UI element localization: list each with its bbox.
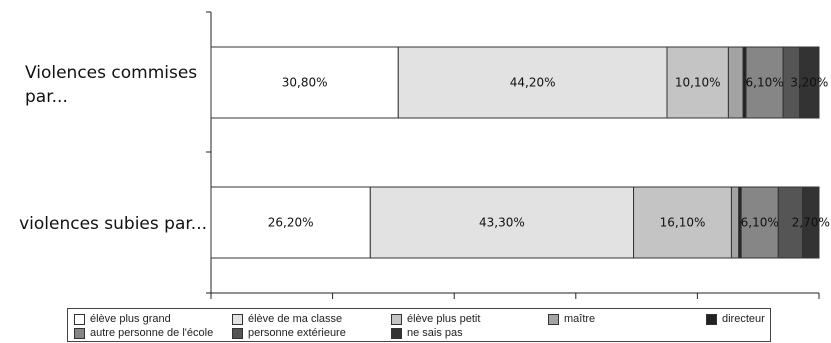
legend-label: maître [564, 313, 596, 326]
chart-bars: 30,80% 44,20% 10,10% 6,10% 3,20% 26,20% 43,30%… [210, 46, 830, 259]
legend-item: ne sais pas [391, 326, 463, 340]
chart-legend: élève plus grand élève de ma classe élèv… [67, 308, 771, 342]
category-label: Violences commises [25, 63, 197, 83]
bar-segment [727, 46, 744, 119]
legend-swatch [548, 313, 559, 325]
category-label: par... [25, 87, 68, 107]
legend-item: personne extérieure [232, 326, 346, 340]
category-label: violences subies par... [19, 214, 207, 234]
legend-swatch [391, 313, 402, 325]
category-labels: Violences commises par... violences subies… [19, 63, 207, 234]
bar-segment [397, 46, 668, 119]
legend-label: ne sais pas [407, 327, 463, 340]
legend-item: élève plus petit [391, 312, 480, 326]
legend-label: élève plus petit [407, 313, 481, 326]
legend-label: élève de ma classe [248, 313, 343, 326]
legend-item: maître [548, 312, 595, 326]
bar-value-label: 6,10% [746, 76, 784, 90]
bar-value-label: 10,10% [675, 76, 721, 90]
bar-segment [777, 186, 804, 259]
legend-swatch [232, 313, 243, 325]
bar-value-label: 26,20% [268, 216, 314, 230]
bar-value-label: 30,80% [282, 76, 328, 90]
bar-segment [210, 46, 399, 119]
legend-swatch [74, 313, 85, 325]
bar-segment [799, 46, 820, 119]
legend-item: élève de ma classe [232, 312, 342, 326]
bar-segment [210, 186, 371, 259]
legend-label: directeur [722, 313, 765, 326]
legend-label: autre personne de l'école [90, 327, 214, 340]
legend-swatch [706, 313, 717, 325]
legend-label: élève plus grand [90, 313, 171, 326]
bar-segment [740, 186, 779, 259]
legend-label: personne extérieure [248, 327, 346, 340]
legend-swatch [232, 327, 243, 339]
bar-segment [745, 46, 784, 119]
bar-segment [802, 186, 820, 259]
legend-item: autre personne de l'école [74, 326, 213, 340]
legend-item: directeur [706, 312, 765, 326]
bar-value-label: 2,70% [792, 216, 830, 230]
bar-value-label: 16,10% [660, 216, 706, 230]
bar-value-label: 44,20% [510, 76, 556, 90]
bar-segment [730, 186, 740, 259]
bar-value-label: 3,20% [790, 76, 828, 90]
bar-segment [369, 186, 635, 259]
legend-item: élève plus grand [74, 312, 171, 326]
bar-value-label: 43,30% [479, 216, 525, 230]
legend-swatch [391, 327, 402, 339]
legend-swatch [74, 327, 85, 339]
bar-segment [633, 186, 732, 259]
bar-value-label: 6,10% [741, 216, 779, 230]
